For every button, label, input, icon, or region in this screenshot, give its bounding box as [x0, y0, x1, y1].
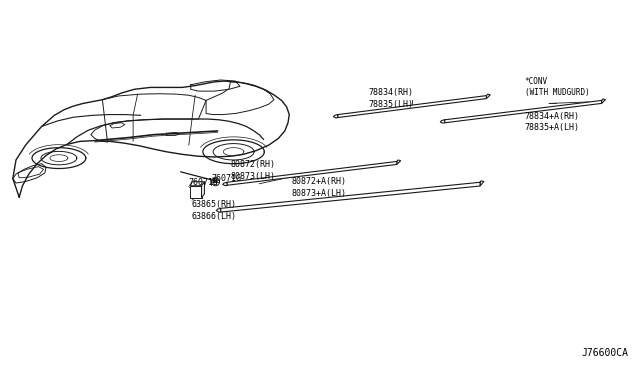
- Text: 80872+A(RH)
80873+A(LH): 80872+A(RH) 80873+A(LH): [291, 177, 346, 198]
- Text: J76600CA: J76600CA: [581, 348, 628, 358]
- Text: 76071G: 76071G: [211, 174, 241, 183]
- Polygon shape: [338, 96, 486, 118]
- Text: 76071D: 76071D: [189, 178, 219, 187]
- Polygon shape: [221, 182, 480, 212]
- Text: *CONV
(WITH MUDGURD): *CONV (WITH MUDGURD): [525, 77, 589, 97]
- Polygon shape: [227, 161, 397, 185]
- Text: 80872(RH)
80873(LH): 80872(RH) 80873(LH): [230, 160, 275, 181]
- Polygon shape: [202, 182, 205, 198]
- Text: 78834+A(RH)
78835+A(LH): 78834+A(RH) 78835+A(LH): [525, 112, 580, 132]
- Text: 78834(RH)
78835(LH): 78834(RH) 78835(LH): [368, 88, 413, 109]
- Polygon shape: [189, 186, 202, 198]
- Polygon shape: [445, 100, 602, 123]
- Polygon shape: [189, 182, 205, 186]
- Text: 63865(RH)
63866(LH): 63865(RH) 63866(LH): [192, 200, 237, 221]
